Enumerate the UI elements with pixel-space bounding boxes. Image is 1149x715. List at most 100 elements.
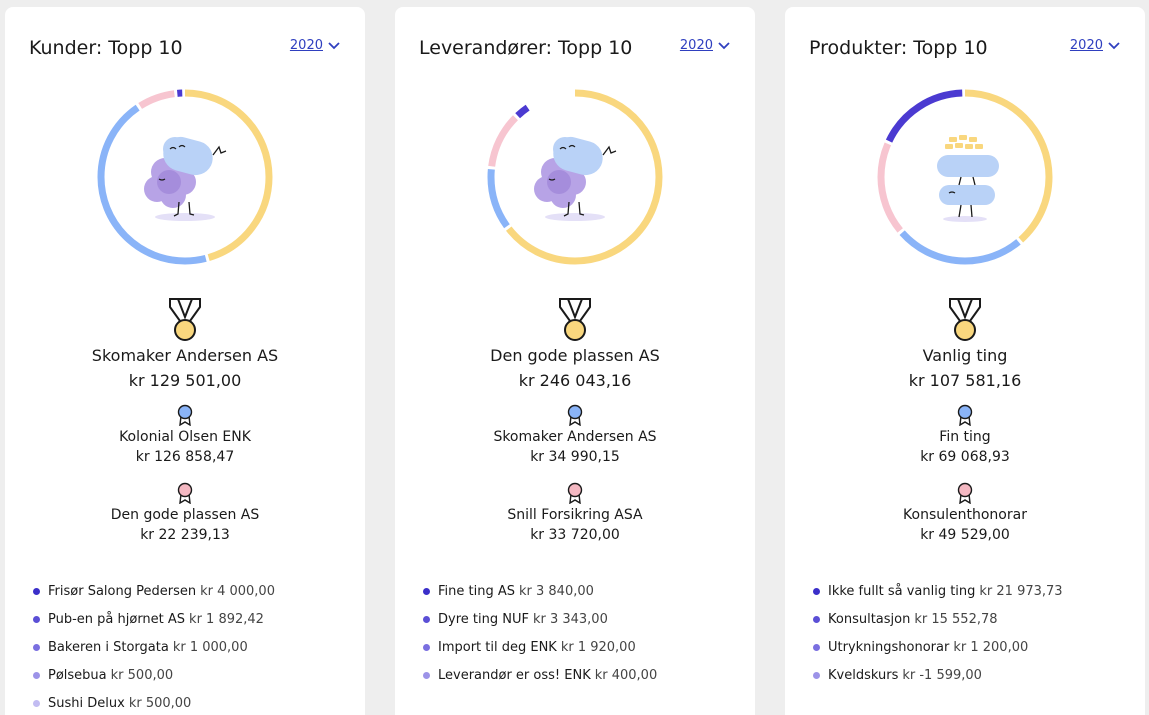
list-item: Frisør Salong Pedersen kr 4 000,00 bbox=[33, 577, 275, 605]
bullet-dot bbox=[33, 615, 40, 623]
bullet-dot bbox=[33, 643, 40, 651]
other-ranking-list: Ikke fullt så vanlig ting kr 21 973,73 Ko… bbox=[813, 577, 1063, 689]
bullet-dot bbox=[33, 587, 40, 595]
card-title: Produkter: Topp 10 bbox=[809, 37, 988, 59]
year-value: 2020 bbox=[289, 38, 323, 53]
year-value: 2020 bbox=[1069, 38, 1103, 53]
list-item-name: Pølsebua bbox=[48, 667, 107, 683]
list-item: Import til deg ENK kr 1 920,00 bbox=[423, 633, 657, 661]
first-place-name: Vanlig ting bbox=[922, 346, 1008, 365]
list-item-name: Ikke fullt så vanlig ting bbox=[828, 583, 976, 599]
first-place-amount: kr 246 043,16 bbox=[518, 371, 632, 390]
products-top10-card: Produkter: Topp 10 2020 Vanlig ting kr 1… bbox=[785, 7, 1145, 715]
gold-medal-icon bbox=[949, 298, 981, 341]
third-place-amount: kr 33 720,00 bbox=[530, 527, 620, 543]
card-title: Leverandører: Topp 10 bbox=[419, 37, 633, 59]
donut-segment-blue bbox=[877, 89, 1053, 265]
customers-top10-card: Kunder: Topp 10 2020 Skomaker Andersen A… bbox=[5, 7, 365, 715]
list-item: Ikke fullt så vanlig ting kr 21 973,73 bbox=[813, 577, 1063, 605]
donut-segment-gold bbox=[877, 89, 1053, 265]
stacked-clouds-illustration bbox=[937, 135, 999, 222]
second-place-amount: kr 69 068,93 bbox=[920, 449, 1010, 465]
first-place-name: Skomaker Andersen AS bbox=[91, 346, 279, 365]
card-title: Kunder: Topp 10 bbox=[29, 37, 183, 59]
first-place: Den gode plassen AS kr 246 043,16 bbox=[395, 297, 755, 390]
list-item-amount: kr 1 920,00 bbox=[560, 639, 636, 655]
chevron-down-icon bbox=[718, 41, 730, 49]
gold-medal-icon bbox=[169, 298, 201, 341]
list-item-amount: kr 1 200,00 bbox=[953, 639, 1029, 655]
list-item-name: Import til deg ENK bbox=[438, 639, 557, 655]
list-item-amount: kr 3 840,00 bbox=[519, 583, 594, 599]
list-item-amount: kr 4 000,00 bbox=[200, 583, 275, 599]
chevron-down-icon bbox=[328, 41, 340, 49]
bullet-dot bbox=[33, 671, 40, 679]
first-place-amount: kr 129 501,00 bbox=[128, 371, 242, 390]
third-place: Konsulenthonorar kr 49 529,00 bbox=[785, 482, 1145, 543]
donut-segment-blue bbox=[97, 89, 273, 265]
donut-segment-pink bbox=[877, 89, 1053, 265]
list-item-amount: kr 1 892,42 bbox=[189, 611, 264, 627]
list-item-amount: kr 1 000,00 bbox=[172, 639, 248, 655]
third-place-name: Snill Forsikring ASA bbox=[507, 507, 643, 523]
donut-chart bbox=[95, 87, 275, 267]
bullet-dot bbox=[33, 699, 40, 707]
blue-ribbon-icon bbox=[957, 404, 973, 426]
bullet-dot bbox=[813, 615, 820, 623]
donut-chart bbox=[875, 87, 1055, 267]
list-item-amount: kr 400,00 bbox=[594, 667, 658, 683]
list-item: Sushi Delux kr 500,00 bbox=[33, 689, 275, 715]
year-dropdown[interactable]: 2020 bbox=[1070, 38, 1120, 53]
list-item-name: Fine ting AS bbox=[438, 583, 515, 599]
suppliers-top10-card: Leverandører: Topp 10 2020 Den gode plas… bbox=[395, 7, 755, 715]
list-item: Konsultasjon kr 15 552,78 bbox=[813, 605, 1063, 633]
cloud-flower-illustration bbox=[144, 136, 227, 221]
year-dropdown[interactable]: 2020 bbox=[290, 38, 340, 53]
list-item: Pub-en på hjørnet AS kr 1 892,42 bbox=[33, 605, 275, 633]
list-item-amount: kr 21 973,73 bbox=[979, 583, 1063, 599]
second-place-name: Skomaker Andersen AS bbox=[493, 429, 657, 445]
list-item: Utrykningshonorar kr 1 200,00 bbox=[813, 633, 1063, 661]
list-item-amount: kr 15 552,78 bbox=[914, 611, 998, 627]
list-item: Bakeren i Storgata kr 1 000,00 bbox=[33, 633, 275, 661]
bullet-dot bbox=[813, 587, 820, 595]
list-item: Fine ting AS kr 3 840,00 bbox=[423, 577, 657, 605]
third-place: Den gode plassen AS kr 22 239,13 bbox=[5, 482, 365, 543]
first-place-name: Den gode plassen AS bbox=[490, 346, 660, 365]
second-place: Kolonial Olsen ENK kr 126 858,47 bbox=[5, 404, 365, 465]
donut-segment-gold bbox=[487, 89, 663, 265]
bullet-dot bbox=[423, 671, 430, 679]
third-place: Snill Forsikring ASA kr 33 720,00 bbox=[395, 482, 755, 543]
pink-ribbon-icon bbox=[177, 482, 193, 504]
third-place-name: Den gode plassen AS bbox=[110, 507, 260, 523]
list-item-name: Pub-en på hjørnet AS bbox=[48, 611, 186, 627]
list-item-name: Konsultasjon bbox=[828, 611, 911, 627]
donut-segment-gold bbox=[97, 89, 273, 265]
list-item-name: Frisør Salong Pedersen bbox=[48, 583, 197, 599]
bullet-dot bbox=[423, 643, 430, 651]
chevron-down-icon bbox=[1108, 41, 1120, 49]
list-item-amount: kr -1 599,00 bbox=[902, 667, 982, 683]
blue-ribbon-icon bbox=[567, 404, 583, 426]
second-place: Fin ting kr 69 068,93 bbox=[785, 404, 1145, 465]
list-item-name: Kveldskurs bbox=[828, 667, 899, 683]
bullet-dot bbox=[423, 615, 430, 623]
blue-ribbon-icon bbox=[177, 404, 193, 426]
second-place-name: Fin ting bbox=[939, 429, 991, 445]
year-dropdown[interactable]: 2020 bbox=[680, 38, 730, 53]
pink-ribbon-icon bbox=[567, 482, 583, 504]
other-ranking-list: Fine ting AS kr 3 840,00 Dyre ting NUF kr … bbox=[423, 577, 657, 689]
list-item-name: Sushi Delux bbox=[48, 695, 125, 711]
donut-chart bbox=[485, 87, 665, 267]
list-item: Kveldskurs kr -1 599,00 bbox=[813, 661, 1063, 689]
first-place-amount: kr 107 581,16 bbox=[908, 371, 1022, 390]
year-value: 2020 bbox=[679, 38, 713, 53]
donut-segment-blue bbox=[487, 89, 663, 265]
first-place: Skomaker Andersen AS kr 129 501,00 bbox=[5, 297, 365, 390]
list-item: Leverandør er oss! ENK kr 400,00 bbox=[423, 661, 657, 689]
pink-ribbon-icon bbox=[957, 482, 973, 504]
list-item-name: Dyre ting NUF bbox=[438, 611, 529, 627]
list-item-name: Leverandør er oss! ENK bbox=[438, 667, 591, 683]
second-place-amount: kr 34 990,15 bbox=[530, 449, 620, 465]
list-item: Pølsebua kr 500,00 bbox=[33, 661, 275, 689]
